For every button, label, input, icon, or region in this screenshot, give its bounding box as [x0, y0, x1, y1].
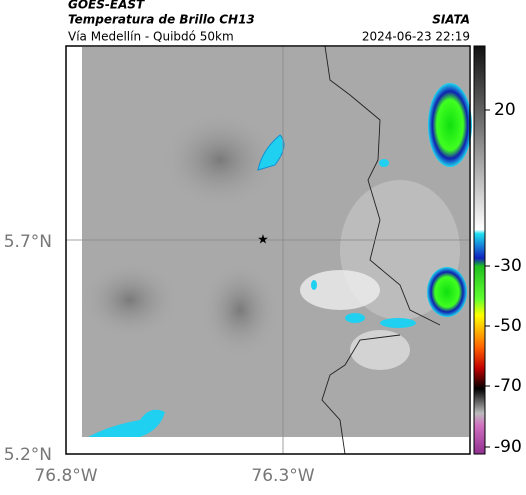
colorbar-tick-label: -90: [494, 437, 522, 457]
colorbar-tick-label: -50: [494, 316, 522, 336]
satellite: GOES-EAST: [68, 0, 145, 12]
colorbar: 20 -30 -50 -70 -90: [473, 45, 522, 457]
lat-label: 5.2°N: [4, 445, 52, 465]
satellite-image: ★: [65, 45, 472, 455]
subtitle: Vía Medellín - Quibdó 50km: [68, 30, 234, 44]
colorbar-tick-label: -30: [494, 256, 522, 276]
svg-text:★: ★: [257, 233, 269, 248]
header: GOES-EAST Temperatura de Brillo CH13 SIA…: [68, 0, 470, 44]
lon-label: 76.8°W: [34, 466, 97, 486]
title: Temperatura de Brillo CH13: [68, 13, 255, 27]
source: SIATA: [432, 13, 470, 27]
colorbar-tick-label: -70: [494, 376, 522, 396]
lon-label: 76.3°W: [251, 466, 314, 486]
lat-label: 5.7°N: [4, 232, 52, 252]
colorbar-tick-label: 20: [494, 100, 516, 120]
timestamp: 2024-06-23 22:19: [362, 30, 470, 44]
axis-labels: 5.7°N 5.2°N 76.8°W 76.3°W: [4, 232, 315, 486]
